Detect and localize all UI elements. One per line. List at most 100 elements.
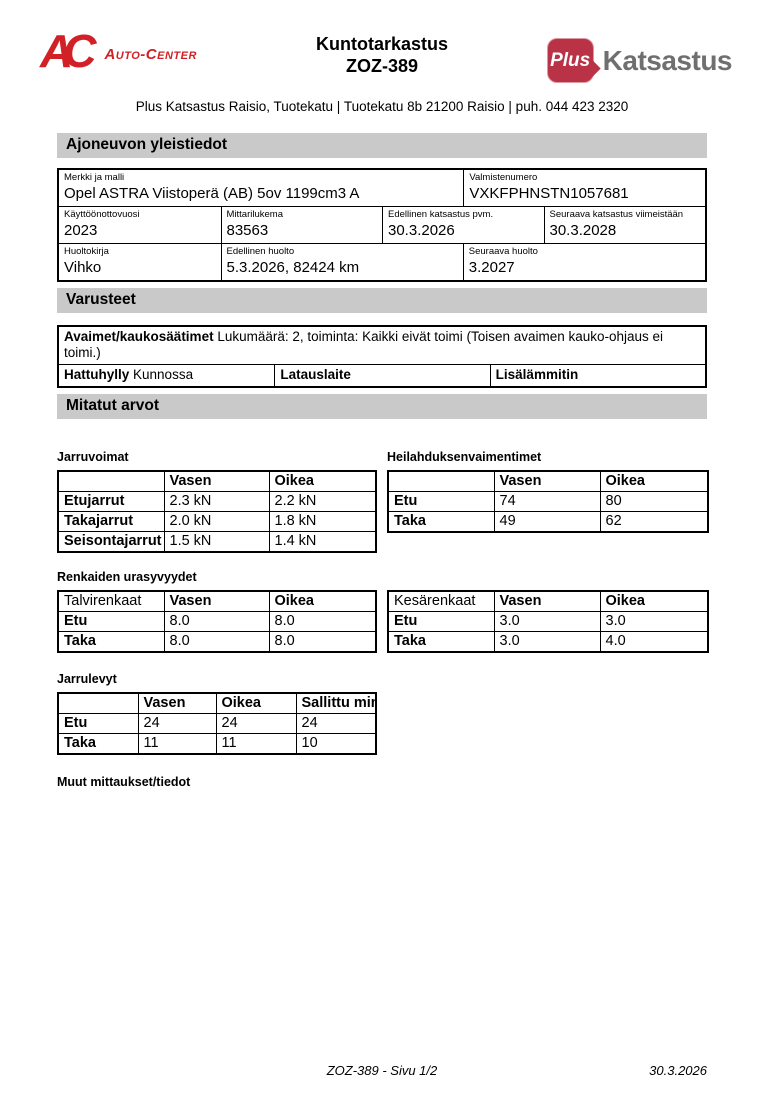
summer-tires-table: Kesärenkaat Vasen Oikea Etu 3.0 3.0 Taka [387,590,709,653]
cell-value: 3.0 [493,631,601,653]
field-next-service: Seuraava huolto 3.2027 [462,244,705,280]
field-previous-service: Edellinen huolto 5.3.2026, 82424 km [220,244,463,280]
cell-value: 1.4 kN [268,531,377,553]
auto-center-logo: AC Auto-Center [40,25,197,77]
column-header-allowed-min: Sallittu min. [295,692,377,714]
cell-value: 2.2 kN [268,491,377,512]
field-service-book: Huoltokirja Vihko [59,244,221,280]
cell-value: 4.0 [599,631,709,653]
column-header-left: Vasen [493,470,601,492]
report-header: AC Auto-Center Kuntotarkastus ZOZ-389 Pl… [0,28,764,92]
row-label: Taka [57,733,139,755]
field-value: 5.3.2026, 82424 km [226,259,360,276]
section-header-vehicle-info: Ajoneuvon yleistiedot [57,133,707,158]
cell-value: 74 [493,491,601,512]
tire-tread-label: Renkaiden urasyvyydet [57,570,197,584]
cell-value: 3.0 [599,611,709,632]
table-row: Taka 3.0 4.0 [387,631,709,653]
field-label: Seuraava huolto [468,246,538,257]
auto-center-monogram-icon: AC [40,25,97,77]
page-footer: ZOZ-389 - Sivu 1/2 30.3.2026 [57,1063,707,1078]
field-value: 30.3.2026 [388,222,455,239]
table-row: Huoltokirja Vihko Edellinen huolto 5.3.2… [59,243,705,280]
cell-value: 1.8 kN [268,511,377,532]
cell-value: 24 [215,713,297,734]
station-address: Plus Katsastus Raisio, Tuotekatu | Tuote… [135,99,629,114]
table-row: Takajarrut 2.0 kN 1.8 kN [57,511,377,532]
equipment-name: Lisälämmitin [495,367,579,382]
table-row: Seisontajarrut 1.5 kN 1.4 kN [57,531,377,553]
column-header-right: Oikea [599,470,709,492]
column-header-left: Vasen [163,590,270,612]
cell-value: 49 [493,511,601,533]
table-row: Taka 8.0 8.0 [57,631,377,653]
table-header-row: Kesärenkaat Vasen Oikea [387,590,709,612]
row-label: Etu [387,491,495,512]
registration-number: ZOZ-389 [345,56,419,76]
katsastus-logo-text: Katsastus [602,44,733,76]
column-header-blank [387,470,495,492]
field-value: 30.3.2028 [549,222,617,239]
brake-forces-table: Vasen Oikea Etujarrut 2.3 kN 2.2 kN Taka… [57,470,377,553]
cell-value: 80 [599,491,709,512]
auto-center-logo-text: Auto-Center [104,46,197,64]
equipment-value: Kunnossa [133,367,194,382]
cell-value: 8.0 [268,631,377,653]
equipment-table: Avaimet/kaukosäätimet Lukumäärä: 2, toim… [57,325,707,388]
cell-value: 2.3 kN [163,491,270,512]
field-label: Huoltokirja [64,246,109,257]
section-header-measurements: Mitatut arvot [57,394,707,419]
plus-badge-icon: Plus [546,38,594,83]
equipment-charger: Latauslaite [274,365,489,386]
row-label: Seisontajarrut [57,531,165,553]
table-row: Hattuhylly Kunnossa Latauslaite Lisälämm… [59,364,705,386]
row-label: Takajarrut [57,511,165,532]
table-header-row: Vasen Oikea [57,470,377,492]
field-value: Opel ASTRA Viistoperä (AB) 5ov 1199cm3 A [64,185,360,202]
row-label: Etu [387,611,495,632]
column-header-blank [57,470,165,492]
brake-forces-label: Jarruvoimat [57,450,129,464]
cell-value: 2.0 kN [163,511,270,532]
tables-row: Talvirenkaat Vasen Oikea Etu 8.0 8.0 Tak… [57,590,709,653]
cell-value: 10 [295,733,377,755]
field-label: Merkki ja malli [64,172,125,183]
table-row: Etu 3.0 3.0 [387,611,709,632]
field-odometer: Mittarilukema 83563 [220,207,383,243]
table-row: Avaimet/kaukosäätimet Lukumäärä: 2, toim… [59,327,705,364]
winter-tires-table: Talvirenkaat Vasen Oikea Etu 8.0 8.0 Tak… [57,590,377,653]
field-value: 83563 [226,222,269,239]
cell-value: 8.0 [268,611,377,632]
column-header-right: Oikea [268,470,377,492]
tables-row: Vasen Oikea Etujarrut 2.3 kN 2.2 kN Taka… [57,470,709,553]
table-header-row: Vasen Oikea Sallittu min. [57,692,377,714]
measurements-area: Jarruvoimat Heilahduksenvaimentimet Vase… [57,450,709,789]
table-row: Taka 11 11 10 [57,733,377,755]
labels-row: Jarruvoimat Heilahduksenvaimentimet [57,450,707,470]
column-header-right: Oikea [268,590,377,612]
row-label: Etu [57,611,165,632]
footer-page-info: ZOZ-389 - Sivu 1/2 [326,1063,438,1078]
plus-katsastus-logo: Plus Katsastus [546,38,733,83]
field-next-inspection: Seuraava katsastus viimeistään 30.3.2028 [543,207,706,243]
vehicle-info-table: Merkki ja malli Opel ASTRA Viistoperä (A… [57,168,707,282]
cell-value: 11 [137,733,217,755]
cell-value: 3.0 [493,611,601,632]
field-label: Käyttöönottovuosi [64,209,140,220]
field-label: Seuraava katsastus viimeistään [549,209,684,220]
document-title-line1: Kuntotarkastus [315,34,449,54]
column-header-winter-tires: Talvirenkaat [57,590,165,612]
column-header-left: Vasen [137,692,217,714]
equipment-name: Hattuhylly [64,367,130,382]
field-previous-inspection: Edellinen katsastus pvm. 30.3.2026 [382,207,544,243]
cell-value: 24 [137,713,217,734]
field-label: Valmistenumero [469,172,538,183]
cell-value: 8.0 [163,631,270,653]
field-vin: Valmistenumero VXKFPHNSTN1057681 [463,170,705,206]
column-header-left: Vasen [493,590,601,612]
table-row: Käyttöönottovuosi 2023 Mittarilukema 835… [59,206,705,243]
shock-absorbers-table: Vasen Oikea Etu 74 80 Taka 49 [387,470,709,533]
table-row: Etujarrut 2.3 kN 2.2 kN [57,491,377,512]
field-value: 3.2027 [468,259,515,276]
row-label: Etu [57,713,139,734]
